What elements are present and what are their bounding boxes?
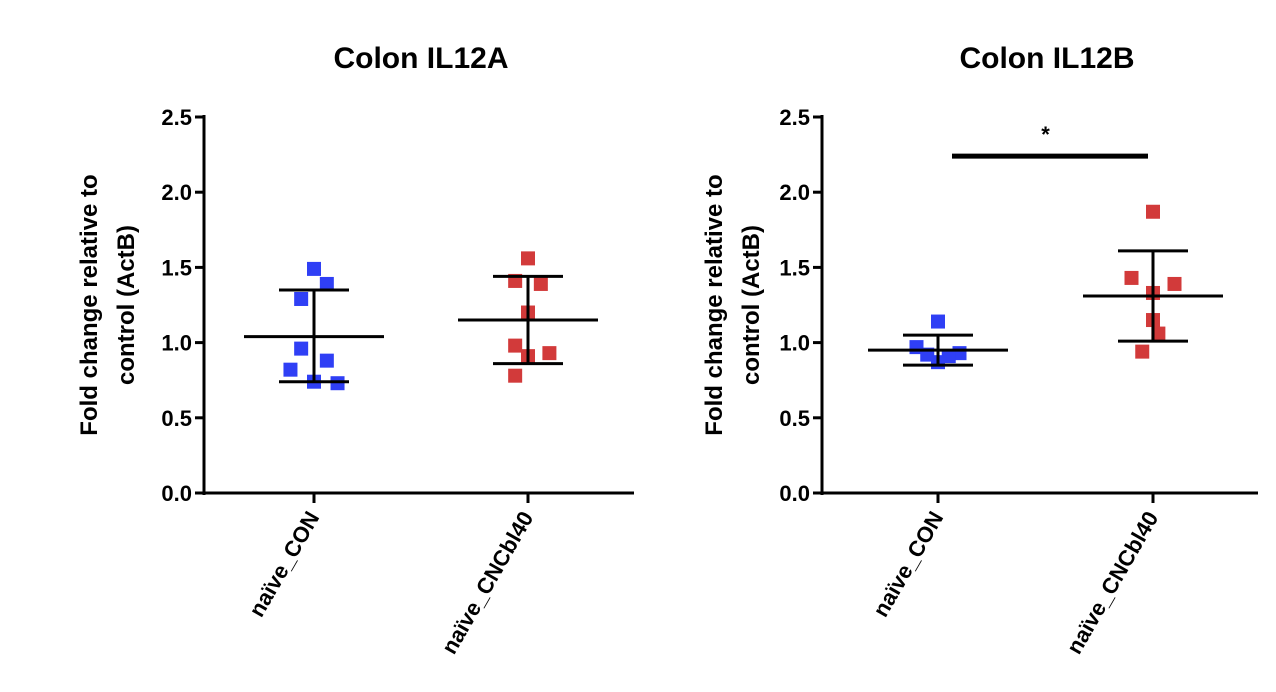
data-point bbox=[330, 376, 345, 391]
data-point bbox=[1124, 270, 1139, 285]
data-point bbox=[1146, 204, 1160, 219]
data-point bbox=[1167, 276, 1182, 291]
series-1 bbox=[868, 314, 1008, 370]
y-axis-label: Fold change relative to bbox=[76, 174, 103, 435]
y-tick-label: 0.0 bbox=[779, 481, 810, 506]
data-point bbox=[508, 338, 523, 353]
x-tick-label: naïve_CON bbox=[868, 507, 948, 621]
chart-panel-2: Colon IL12B Fold change relative to contro… bbox=[701, 42, 1258, 658]
significance-label: * bbox=[1041, 122, 1050, 147]
y-tick-label: 1.5 bbox=[161, 255, 192, 280]
data-point bbox=[508, 368, 523, 383]
chart-title: Colon IL12A bbox=[333, 42, 508, 75]
data-point bbox=[283, 362, 298, 377]
chart-title: Colon IL12B bbox=[959, 42, 1134, 75]
y-tick-label: 1.0 bbox=[161, 331, 192, 356]
data-point bbox=[307, 261, 321, 276]
series-1 bbox=[244, 261, 384, 391]
chart-panel-1: Colon IL12A Fold change relative to contro… bbox=[76, 42, 634, 658]
y-tick-label: 1.0 bbox=[779, 331, 810, 356]
y-tick-label: 2.0 bbox=[161, 180, 192, 205]
y-tick-label: 0.0 bbox=[161, 481, 192, 506]
data-point bbox=[319, 276, 334, 291]
data-point bbox=[1151, 326, 1166, 341]
y-tick-label: 2.5 bbox=[779, 105, 810, 130]
y-tick-label: 1.5 bbox=[779, 255, 810, 280]
x-tick-label: naïve_CON bbox=[244, 507, 324, 621]
series-2 bbox=[1083, 204, 1223, 359]
data-point bbox=[931, 314, 945, 329]
y-axis-label: control (ActB) bbox=[738, 225, 765, 385]
y-tick-label: 2.0 bbox=[779, 180, 810, 205]
series-2 bbox=[458, 251, 598, 383]
x-tick-label: naïve_CNCbl40 bbox=[1062, 507, 1164, 658]
data-point bbox=[319, 353, 334, 368]
y-tick-label: 0.5 bbox=[161, 406, 192, 431]
data-point bbox=[533, 276, 548, 291]
data-point bbox=[941, 349, 956, 364]
data-point bbox=[294, 291, 309, 306]
x-tick-label: naïve_CNCbl40 bbox=[437, 507, 539, 658]
y-tick-label: 0.5 bbox=[779, 406, 810, 431]
data-point bbox=[521, 251, 535, 266]
data-point bbox=[542, 346, 557, 361]
y-tick-label: 2.5 bbox=[161, 105, 192, 130]
y-axis-label: control (ActB) bbox=[113, 225, 140, 385]
y-axis-label: Fold change relative to bbox=[701, 174, 728, 435]
data-point bbox=[1135, 344, 1150, 359]
data-point bbox=[294, 341, 309, 356]
